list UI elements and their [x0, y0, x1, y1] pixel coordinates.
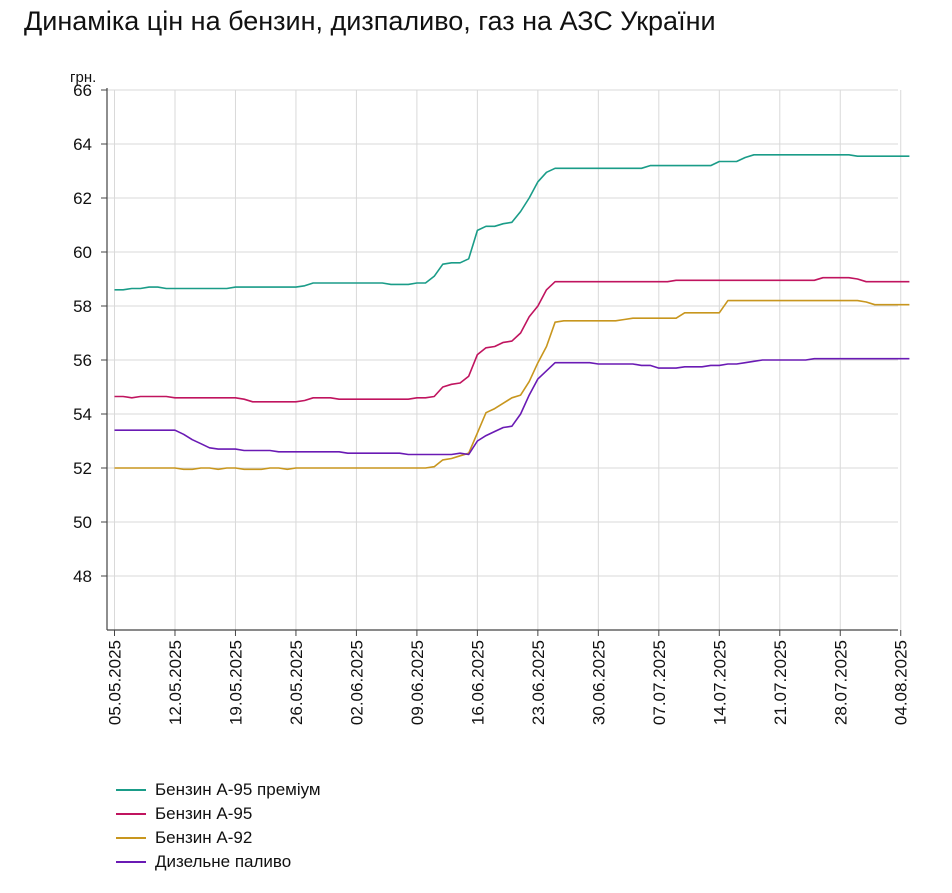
- x-tick-label: 23.06.2025: [529, 640, 548, 725]
- x-tick-label: 21.07.2025: [771, 640, 790, 725]
- chart-title: Динаміка цін на бензин, дизпаливо, газ н…: [24, 6, 716, 36]
- x-axis-ticks: 05.05.2025 12.05.2025 19.05.2025 26.05.2025…: [106, 630, 911, 725]
- legend-label: Бензин А-95: [155, 804, 253, 823]
- series-line: [114, 154, 910, 291]
- x-tick-label: 30.06.2025: [589, 640, 608, 725]
- y-tick-label: 54: [73, 405, 92, 424]
- legend-item: Бензин А-95 преміум: [116, 778, 321, 802]
- series-line: [114, 299, 910, 471]
- legend-label: Бензин А-92: [155, 828, 253, 847]
- x-tick-label: 14.07.2025: [710, 640, 729, 725]
- y-axis-unit-label: грн.: [70, 69, 96, 86]
- x-tick-label: 16.06.2025: [468, 640, 487, 725]
- x-tick-label: 26.05.2025: [287, 640, 306, 725]
- legend-item: Дизельне паливо: [116, 850, 321, 874]
- y-tick-label: 66: [73, 81, 92, 100]
- legend-swatch: [116, 789, 146, 791]
- legend-item: Бензин А-92: [116, 826, 321, 850]
- legend-swatch: [116, 813, 146, 815]
- line-chart: 48 50 52 54 56 58 60 62 64 66 05.05.2025 12.05.202…: [70, 69, 911, 725]
- x-tick-label: 19.05.2025: [226, 640, 245, 725]
- x-tick-label: 28.07.2025: [831, 640, 850, 725]
- axes: [106, 88, 898, 631]
- legend-swatch: [116, 861, 146, 863]
- legend-label: Дизельне паливо: [155, 852, 292, 871]
- series-line: [114, 276, 910, 403]
- x-tick-label: 07.07.2025: [650, 640, 669, 725]
- y-tick-label: 64: [73, 135, 92, 154]
- y-tick-label: 58: [73, 297, 92, 316]
- y-tick-label: 60: [73, 243, 92, 262]
- x-tick-label: 09.06.2025: [408, 640, 427, 725]
- x-tick-label: 02.06.2025: [347, 640, 366, 725]
- legend-item: Бензин А-95: [116, 802, 321, 826]
- legend: Бензин А-95 преміум Бензин А-95 Бензин А-9…: [116, 778, 321, 874]
- x-tick-label: 05.05.2025: [106, 640, 125, 725]
- x-tick-label: 12.05.2025: [166, 640, 185, 725]
- legend-swatch: [116, 837, 146, 839]
- y-axis-ticks: 48 50 52 54 56 58 60 62 64 66: [73, 81, 107, 586]
- y-tick-label: 62: [73, 189, 92, 208]
- series-line: [114, 357, 910, 456]
- y-tick-label: 52: [73, 459, 92, 478]
- series-lines: [114, 154, 910, 471]
- y-tick-label: 48: [73, 567, 92, 586]
- x-tick-label: 04.08.2025: [892, 640, 911, 725]
- y-tick-label: 56: [73, 351, 92, 370]
- y-tick-label: 50: [73, 513, 92, 532]
- legend-label: Бензин А-95 преміум: [155, 780, 321, 799]
